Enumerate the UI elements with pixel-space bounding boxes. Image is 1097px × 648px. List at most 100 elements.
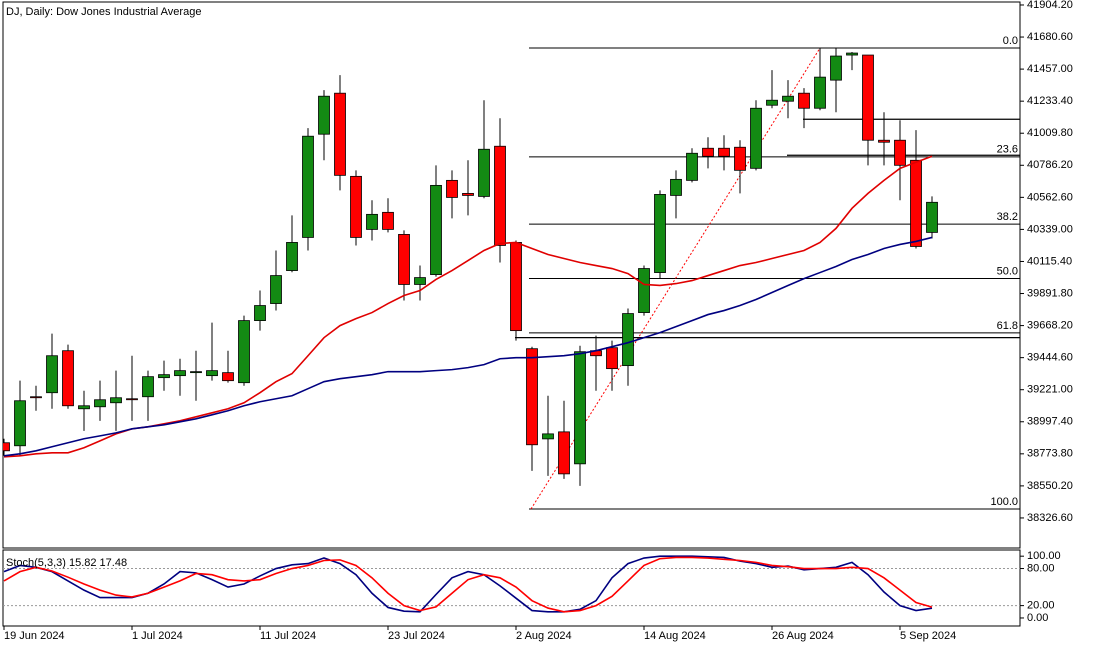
candle-body bbox=[270, 275, 282, 304]
stoch-line bbox=[3, 555, 933, 613]
y-tick-label: 0.00 bbox=[1027, 612, 1048, 624]
candle-body bbox=[814, 76, 826, 109]
candle-body bbox=[622, 313, 634, 367]
candle-body bbox=[798, 92, 810, 109]
candle-body bbox=[3, 442, 10, 452]
y-tick-label: 39444.60 bbox=[1027, 352, 1073, 364]
candle-body bbox=[398, 234, 410, 285]
candle-body bbox=[542, 433, 554, 440]
candle-body bbox=[206, 370, 218, 377]
candle-body bbox=[526, 348, 538, 446]
candle-body bbox=[478, 148, 490, 197]
candle-body bbox=[414, 277, 426, 285]
x-tick-label: 11 Jul 2024 bbox=[260, 630, 316, 642]
fib-trend bbox=[530, 47, 821, 510]
x-tick-label: 2 Aug 2024 bbox=[516, 630, 572, 642]
candle-body bbox=[78, 405, 90, 410]
y-tick-label: 38550.20 bbox=[1027, 480, 1073, 492]
candle-body bbox=[558, 431, 570, 475]
stoch-plot bbox=[3, 555, 1020, 613]
y-tick-label: 39891.80 bbox=[1027, 287, 1073, 299]
y-tick-label: 100.00 bbox=[1027, 550, 1061, 562]
candle-body bbox=[446, 179, 458, 198]
candle-body bbox=[894, 139, 906, 166]
candle-body bbox=[190, 371, 202, 374]
y-tick-label: 41009.80 bbox=[1027, 127, 1073, 139]
y-tick-label: 41680.60 bbox=[1027, 31, 1073, 43]
x-tick-label: 19 Jun 2024 bbox=[4, 630, 65, 642]
candle-body bbox=[30, 396, 42, 399]
candle-body bbox=[254, 305, 266, 321]
y-tick-label: 20.00 bbox=[1027, 600, 1055, 612]
candle-body bbox=[110, 397, 122, 404]
candle-body bbox=[766, 99, 778, 106]
y-tick-label: 41457.00 bbox=[1027, 63, 1073, 75]
fib-label: 23.6 bbox=[997, 144, 1018, 156]
candle-body bbox=[494, 145, 506, 246]
candle-body bbox=[734, 146, 746, 171]
candle-body bbox=[718, 147, 730, 157]
fib-label: 50.0 bbox=[997, 265, 1018, 277]
y-tick-label: 38773.80 bbox=[1027, 448, 1073, 460]
candle-body bbox=[702, 147, 714, 157]
candle-body bbox=[430, 184, 442, 275]
candle-body bbox=[846, 52, 858, 56]
y-tick-label: 40562.60 bbox=[1027, 191, 1073, 203]
y-tick-label: 80.00 bbox=[1027, 562, 1055, 574]
stoch-line bbox=[3, 556, 933, 613]
y-tick-label: 40115.40 bbox=[1027, 255, 1072, 267]
y-tick-label: 38997.40 bbox=[1027, 416, 1073, 428]
candle-body bbox=[14, 400, 26, 447]
chart-title: DJ, Daily: Dow Jones Industrial Average bbox=[6, 6, 201, 18]
candle-body bbox=[334, 92, 346, 176]
candle-body bbox=[318, 95, 330, 135]
candle-body bbox=[638, 268, 650, 313]
candle-body bbox=[750, 107, 762, 169]
x-tick-label: 26 Aug 2024 bbox=[772, 630, 834, 642]
fib-label: 61.8 bbox=[997, 320, 1018, 332]
candle-body bbox=[926, 201, 938, 233]
candle-body bbox=[830, 55, 842, 81]
candle-body bbox=[670, 178, 682, 196]
candle-body bbox=[302, 135, 314, 238]
y-tick-label: 41904.20 bbox=[1027, 0, 1073, 11]
candle-body bbox=[366, 213, 378, 230]
candle-body bbox=[142, 376, 154, 398]
y-tick-label: 39668.20 bbox=[1027, 319, 1073, 331]
candle-body bbox=[126, 398, 138, 401]
candle-body bbox=[862, 54, 874, 141]
candle-body bbox=[46, 355, 58, 394]
candle-body bbox=[174, 370, 186, 377]
candle-body bbox=[606, 347, 618, 370]
x-tick-label: 1 Jul 2024 bbox=[132, 630, 183, 642]
fib-label: 100.0 bbox=[990, 496, 1018, 508]
candle-body bbox=[286, 242, 298, 271]
candle-body bbox=[878, 139, 890, 143]
candle-body bbox=[382, 211, 394, 230]
candle-body bbox=[686, 152, 698, 181]
fib-label: 0.0 bbox=[1003, 35, 1018, 47]
candle-body bbox=[62, 350, 74, 407]
y-tick-label: 41233.40 bbox=[1027, 95, 1073, 107]
candle-body bbox=[158, 374, 170, 379]
candle-body bbox=[782, 95, 794, 102]
candle-body bbox=[350, 175, 362, 238]
candle-body bbox=[94, 399, 106, 408]
y-tick-label: 40339.00 bbox=[1027, 223, 1073, 235]
candle-body bbox=[510, 242, 522, 332]
x-tick-label: 14 Aug 2024 bbox=[644, 630, 706, 642]
candle-body bbox=[222, 372, 234, 382]
y-tick-label: 40786.20 bbox=[1027, 159, 1073, 171]
y-tick-label: 38326.60 bbox=[1027, 512, 1073, 524]
stoch-title: Stoch(5,3,3) 15.82 17.48 bbox=[6, 557, 127, 569]
main-plot: 0.0 23.6 38.2 50.0 61.8 100.0 bbox=[3, 35, 1020, 510]
candle-body bbox=[910, 159, 922, 247]
candle-body bbox=[574, 351, 586, 465]
main-panel bbox=[2, 1, 1021, 549]
stoch-panel bbox=[2, 549, 1021, 627]
y-tick-label: 39221.00 bbox=[1027, 384, 1073, 396]
candle-body bbox=[238, 320, 250, 384]
x-tick-label: 5 Sep 2024 bbox=[900, 630, 956, 642]
moving-average bbox=[3, 236, 933, 457]
